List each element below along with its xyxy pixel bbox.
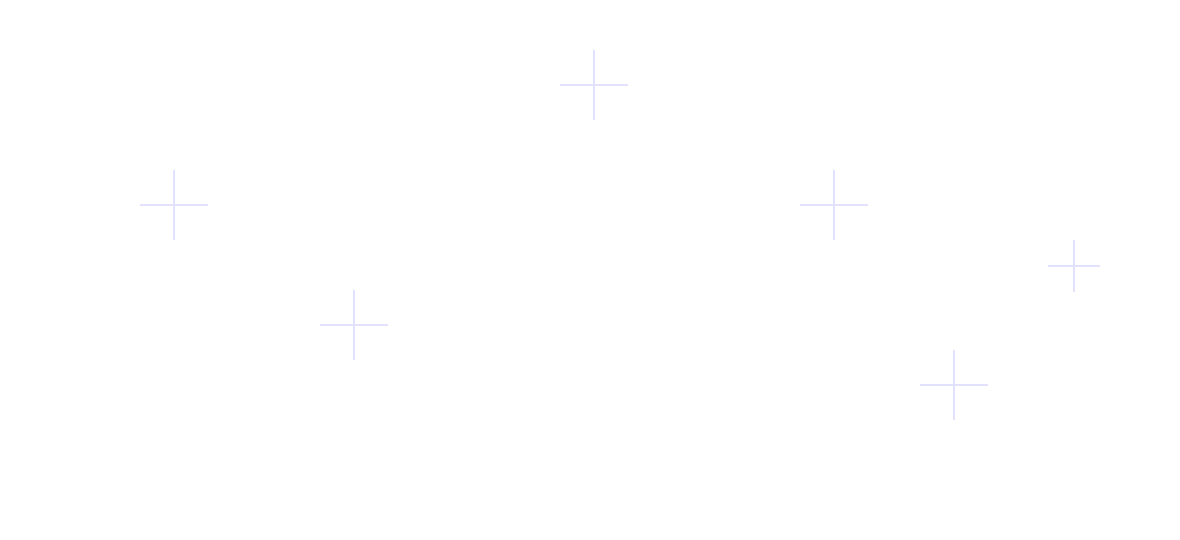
plus-cross-icon	[1048, 240, 1100, 292]
plus-cross-icon	[920, 350, 988, 420]
plus-cross-icon	[800, 170, 868, 240]
plus-cross-icon	[560, 50, 628, 120]
plus-cross-icon	[140, 170, 208, 240]
plus-cross-icon	[320, 290, 388, 360]
